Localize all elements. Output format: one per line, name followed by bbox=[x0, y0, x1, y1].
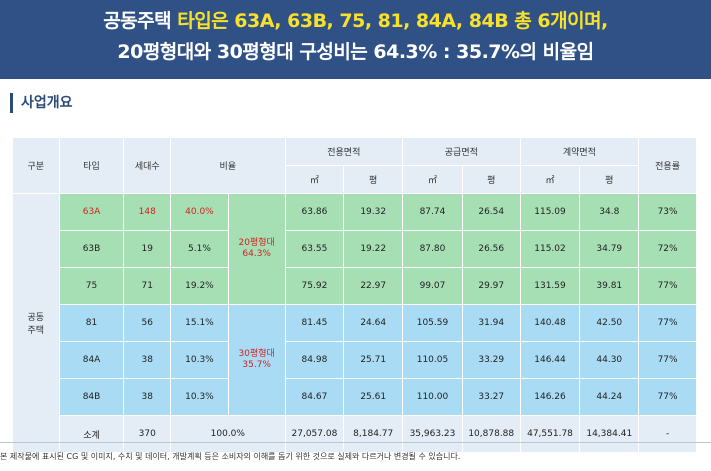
cell-supply-m2: 87.74 bbox=[402, 193, 463, 231]
header-unit-m2: ㎡ bbox=[519, 165, 581, 194]
cell-households: 71 bbox=[123, 267, 172, 305]
subtotal-exclusive-m2: 27,057.08 bbox=[284, 415, 345, 453]
subtotal-exclusive-rate: - bbox=[638, 415, 697, 453]
cell-type: 81 bbox=[58, 304, 125, 342]
cell-type: 63A bbox=[58, 193, 125, 231]
cell-supply-pyeong: 33.27 bbox=[461, 378, 521, 416]
subtotal-supply-pyeong: 10,878.88 bbox=[461, 415, 521, 453]
banner-line-1-highlight: 타입은 63A, 63B, 75, 81, 84A, 84B 총 6개이며, bbox=[177, 10, 608, 32]
cell-supply-pyeong: 31.94 bbox=[461, 304, 521, 342]
cell-ratio: 10.3% bbox=[170, 378, 229, 416]
subtotal-contract-pyeong: 14,384.41 bbox=[579, 415, 640, 453]
subtotal-ratio: 100.0% bbox=[170, 415, 286, 453]
cell-exclusive-m2: 63.86 bbox=[284, 193, 345, 231]
header-contract-area: 계약면적 bbox=[519, 137, 640, 166]
header-unit-m2: ㎡ bbox=[284, 165, 345, 194]
header-type: 타입 bbox=[58, 137, 125, 194]
cell-contract-m2: 131.59 bbox=[519, 267, 581, 305]
cell-households: 38 bbox=[123, 378, 172, 416]
header-unit-pyeong: 평 bbox=[343, 165, 404, 194]
group-30-label: 30평형대 35.7% bbox=[227, 304, 286, 416]
disclaimer-text: 본 제작물에 표시된 CG 및 이미지, 수치 및 데이터, 개발계획 등은 소… bbox=[0, 452, 461, 461]
cell-contract-m2: 146.26 bbox=[519, 378, 581, 416]
cell-exclusive-rate: 72% bbox=[638, 230, 697, 268]
cell-supply-pyeong: 26.54 bbox=[461, 193, 521, 231]
cell-type: 63B bbox=[58, 230, 125, 268]
cell-households: 38 bbox=[123, 341, 172, 379]
cell-ratio: 5.1% bbox=[170, 230, 229, 268]
cell-households: 19 bbox=[123, 230, 172, 268]
cell-exclusive-m2: 63.55 bbox=[284, 230, 345, 268]
cell-exclusive-pyeong: 19.22 bbox=[343, 230, 404, 268]
cell-ratio: 19.2% bbox=[170, 267, 229, 305]
cell-exclusive-pyeong: 24.64 bbox=[343, 304, 404, 342]
cell-exclusive-pyeong: 25.71 bbox=[343, 341, 404, 379]
cell-supply-m2: 99.07 bbox=[402, 267, 463, 305]
cell-exclusive-rate: 77% bbox=[638, 267, 697, 305]
subtotal-households: 370 bbox=[123, 415, 172, 453]
cell-supply-pyeong: 29.97 bbox=[461, 267, 521, 305]
cell-contract-pyeong: 44.24 bbox=[579, 378, 640, 416]
banner-line-1: 공동주택 타입은 63A, 63B, 75, 81, 84A, 84B 총 6개… bbox=[0, 7, 711, 35]
banner-line-2: 20평형대와 30평형대 구성비는 64.3% : 35.7%의 비율임 bbox=[117, 41, 594, 63]
cell-type: 75 bbox=[58, 267, 125, 305]
header-exclusive-area: 전용면적 bbox=[284, 137, 404, 166]
cell-exclusive-pyeong: 19.32 bbox=[343, 193, 404, 231]
cell-exclusive-m2: 75.92 bbox=[284, 267, 345, 305]
header-unit-m2: ㎡ bbox=[402, 165, 463, 194]
cell-supply-m2: 110.05 bbox=[402, 341, 463, 379]
cell-households: 148 bbox=[123, 193, 172, 231]
cell-exclusive-rate: 77% bbox=[638, 378, 697, 416]
cell-households: 56 bbox=[123, 304, 172, 342]
header-unit-pyeong: 평 bbox=[579, 165, 640, 194]
footer-divider bbox=[0, 442, 711, 443]
cell-type: 84B bbox=[58, 378, 125, 416]
cell-supply-pyeong: 26.56 bbox=[461, 230, 521, 268]
cell-contract-pyeong: 39.81 bbox=[579, 267, 640, 305]
cell-exclusive-rate: 77% bbox=[638, 341, 697, 379]
cell-supply-m2: 110.00 bbox=[402, 378, 463, 416]
section-title: 사업개요 bbox=[10, 93, 73, 113]
category-cell: 공동 주택 bbox=[12, 193, 60, 453]
subtotal-exclusive-pyeong: 8,184.77 bbox=[343, 415, 404, 453]
cell-exclusive-pyeong: 22.97 bbox=[343, 267, 404, 305]
cell-exclusive-m2: 81.45 bbox=[284, 304, 345, 342]
group-20-label: 20평형대 64.3% bbox=[227, 193, 286, 305]
cell-ratio: 10.3% bbox=[170, 341, 229, 379]
cell-supply-m2: 87.80 bbox=[402, 230, 463, 268]
cell-exclusive-rate: 77% bbox=[638, 304, 697, 342]
cell-contract-pyeong: 34.8 bbox=[579, 193, 640, 231]
cell-exclusive-pyeong: 25.61 bbox=[343, 378, 404, 416]
header-households: 세대수 bbox=[123, 137, 172, 194]
cell-contract-m2: 115.09 bbox=[519, 193, 581, 231]
header-category: 구분 bbox=[12, 137, 60, 194]
title-banner: 공동주택 타입은 63A, 63B, 75, 81, 84A, 84B 총 6개… bbox=[0, 0, 711, 79]
header-unit-pyeong: 평 bbox=[461, 165, 521, 194]
header-supply-area: 공급면적 bbox=[402, 137, 521, 166]
subtotal-supply-m2: 35,963.23 bbox=[402, 415, 463, 453]
project-overview-table: 구분 타입 세대수 비율 전용면적 공급면적 계약면적 전용률 ㎡ 평 ㎡ 평 … bbox=[12, 137, 697, 453]
cell-exclusive-m2: 84.67 bbox=[284, 378, 345, 416]
cell-exclusive-m2: 84.98 bbox=[284, 341, 345, 379]
cell-contract-pyeong: 42.50 bbox=[579, 304, 640, 342]
subtotal-label: 소계 bbox=[58, 415, 125, 453]
cell-ratio: 40.0% bbox=[170, 193, 229, 231]
header-ratio: 비율 bbox=[170, 137, 286, 194]
cell-exclusive-rate: 73% bbox=[638, 193, 697, 231]
cell-contract-m2: 115.02 bbox=[519, 230, 581, 268]
cell-ratio: 15.1% bbox=[170, 304, 229, 342]
cell-contract-pyeong: 44.30 bbox=[579, 341, 640, 379]
cell-type: 84A bbox=[58, 341, 125, 379]
header-exclusive-rate: 전용률 bbox=[638, 137, 697, 194]
cell-contract-m2: 140.48 bbox=[519, 304, 581, 342]
cell-contract-pyeong: 34.79 bbox=[579, 230, 640, 268]
cell-contract-m2: 146.44 bbox=[519, 341, 581, 379]
cell-supply-m2: 105.59 bbox=[402, 304, 463, 342]
subtotal-contract-m2: 47,551.78 bbox=[519, 415, 581, 453]
cell-supply-pyeong: 33.29 bbox=[461, 341, 521, 379]
banner-line-1-white: 공동주택 bbox=[103, 10, 172, 32]
